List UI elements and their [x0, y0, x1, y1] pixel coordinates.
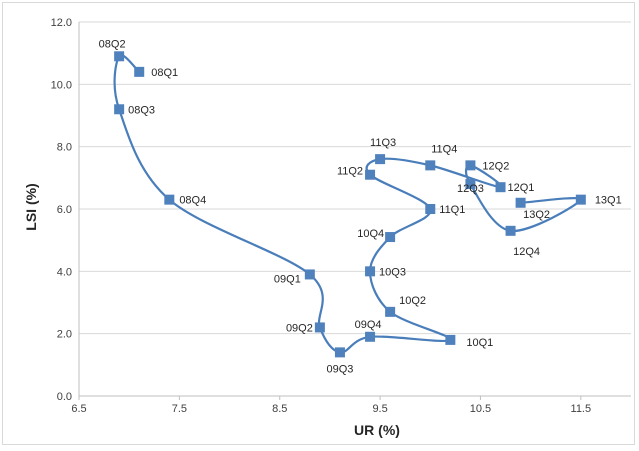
x-tick-label: 7.5 [172, 403, 187, 415]
point-label-12Q1: 12Q1 [508, 182, 535, 194]
point-marker-09Q3 [334, 347, 345, 358]
point-marker-12Q1 [495, 182, 506, 193]
point-marker-10Q3 [365, 266, 376, 277]
point-marker-11Q3 [375, 154, 386, 165]
point-label-13Q2: 13Q2 [523, 209, 550, 221]
chart-frame: 0.0 2.0 4.0 6.0 8.0 10.0 12.0 6.5 7.5 8.5 9.5 10.5 1… [2, 2, 635, 445]
point-label-12Q2: 12Q2 [482, 160, 509, 172]
x-tick-label: 6.5 [71, 403, 86, 415]
point-label-09Q2: 09Q2 [286, 322, 313, 334]
point-label-11Q4: 11Q4 [431, 143, 457, 155]
point-label-10Q4: 10Q4 [357, 228, 384, 240]
point-label-08Q3: 08Q3 [128, 104, 155, 116]
point-marker-09Q4 [365, 331, 376, 342]
point-marker-11Q4 [425, 160, 436, 171]
point-label-09Q4: 09Q4 [355, 319, 382, 331]
point-marker-08Q4 [164, 194, 175, 205]
ur-lsi-scatter-chart: 0.0 2.0 4.0 6.0 8.0 10.0 12.0 6.5 7.5 8.5 9.5 10.5 1… [23, 17, 631, 438]
point-labels: 08Q1 08Q2 08Q3 08Q4 09Q1 09Q2 09Q3 09Q4 10Q1 10Q2… [99, 38, 622, 375]
x-axis-title: UR (%) [354, 422, 400, 438]
y-tick-label: 0.0 [57, 391, 72, 403]
axes: 0.0 2.0 4.0 6.0 8.0 10.0 12.0 6.5 7.5 8.5 9.5 10.5 1… [51, 17, 631, 415]
point-label-08Q2: 08Q2 [99, 38, 126, 50]
point-label-08Q4: 08Q4 [179, 195, 206, 207]
point-marker-13Q1 [575, 194, 586, 205]
y-tick-label: 6.0 [57, 204, 72, 216]
point-label-11Q1: 11Q1 [439, 204, 465, 216]
point-marker-08Q3 [114, 104, 125, 115]
point-marker-09Q2 [314, 322, 325, 333]
y-tick-label: 8.0 [57, 142, 72, 154]
x-tick-label: 10.5 [470, 403, 491, 415]
point-label-10Q1: 10Q1 [466, 337, 493, 349]
point-label-09Q1: 09Q1 [274, 273, 301, 285]
y-tick-label: 12.0 [51, 17, 72, 29]
y-axis-title: LSI (%) [23, 183, 39, 230]
point-marker-12Q3 [465, 179, 476, 190]
y-tick-label: 4.0 [57, 266, 72, 278]
x-tick-label: 8.5 [272, 403, 287, 415]
point-label-10Q2: 10Q2 [399, 295, 426, 307]
markers [114, 51, 586, 358]
point-label-09Q3: 09Q3 [326, 363, 353, 375]
point-label-13Q1: 13Q1 [595, 195, 622, 207]
point-marker-08Q2 [114, 51, 125, 62]
point-label-08Q1: 08Q1 [151, 67, 178, 79]
y-tick-label: 10.0 [51, 79, 72, 91]
point-marker-12Q2 [465, 160, 476, 171]
gridlines [79, 21, 631, 335]
point-label-12Q3: 12Q3 [457, 183, 484, 195]
point-marker-09Q1 [304, 269, 315, 280]
point-label-12Q4: 12Q4 [513, 246, 540, 258]
x-tick-label: 9.5 [372, 403, 387, 415]
point-marker-10Q4 [385, 232, 396, 243]
y-tick-label: 2.0 [57, 329, 72, 341]
point-marker-10Q1 [445, 334, 456, 345]
point-marker-12Q4 [505, 225, 516, 236]
point-marker-11Q1 [425, 204, 436, 214]
point-label-11Q2: 11Q2 [337, 166, 363, 178]
point-marker-13Q2 [515, 197, 526, 208]
point-label-11Q3: 11Q3 [370, 137, 396, 149]
x-tick-label: 11.5 [571, 403, 592, 415]
point-marker-08Q1 [134, 66, 145, 77]
point-label-10Q3: 10Q3 [379, 266, 406, 278]
point-marker-10Q2 [385, 306, 396, 317]
point-marker-11Q2 [365, 169, 376, 180]
